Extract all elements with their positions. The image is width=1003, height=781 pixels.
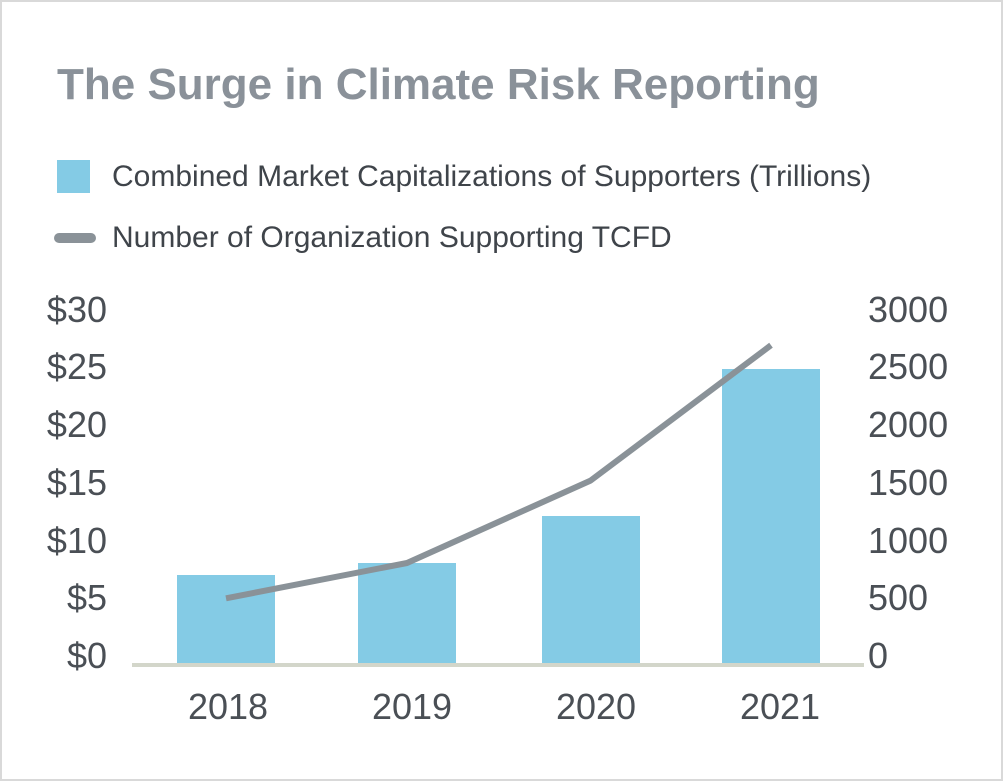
chart-title: The Surge in Climate Risk Reporting [57,60,820,109]
x-axis-label: 2019 [371,686,453,727]
y-left-tick-label: $30 [46,288,107,330]
y-right-tick-label: 3000 [868,288,949,330]
x-axis-label: 2021 [739,686,821,727]
y-right-tick-label: 2000 [868,404,949,445]
bar-2021 [722,368,820,665]
line-legend-label: Number of Organization Supporting TCFD [112,221,672,254]
bar-2019 [358,562,456,665]
bar-2018 [177,574,275,665]
y-left-tick-label: $25 [46,346,107,388]
bar-2020 [541,515,640,665]
x-axis-label: 2020 [555,686,637,727]
y-right-tick-label: 1000 [868,519,949,561]
x-axis-line [132,663,864,667]
y-left-tick-label: $5 [66,577,107,619]
y-right-tick-label: 0 [868,635,889,676]
bar-legend-swatch-icon [57,160,90,193]
y-right-tick-label: 2500 [868,346,949,388]
x-axis-label: 2018 [187,686,269,727]
bar-legend-label: Combined Market Capitalizations of Suppo… [112,160,872,193]
y-right-tick-label: 500 [868,577,929,619]
y-left-tick-label: $10 [46,519,107,561]
line-legend-swatch-icon [54,233,96,243]
y-left-tick-label: $20 [46,404,107,445]
y-left-tick-label: $0 [66,635,107,676]
y-left-tick-label: $15 [46,461,107,503]
y-right-tick-label: 1500 [868,461,949,503]
